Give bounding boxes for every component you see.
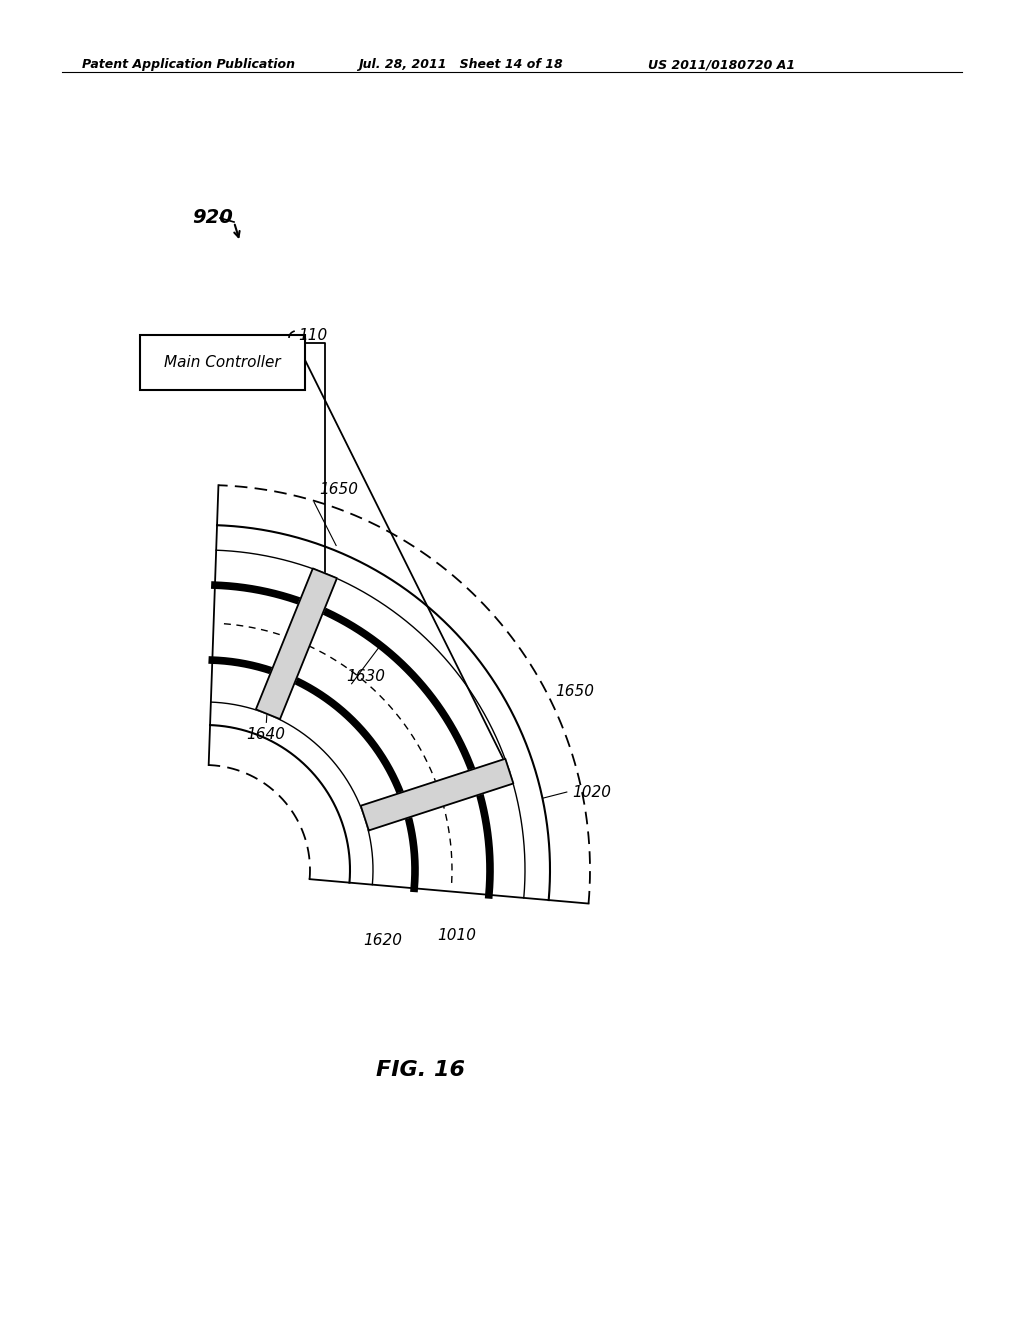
Text: US 2011/0180720 A1: US 2011/0180720 A1 <box>648 58 795 71</box>
Text: 1020: 1020 <box>571 784 610 800</box>
Text: 1620: 1620 <box>364 933 402 948</box>
Text: 1650: 1650 <box>319 482 358 498</box>
Text: FIG. 16: FIG. 16 <box>376 1060 465 1080</box>
Text: 110: 110 <box>298 327 328 343</box>
Text: Patent Application Publication: Patent Application Publication <box>82 58 295 71</box>
Text: Jul. 28, 2011   Sheet 14 of 18: Jul. 28, 2011 Sheet 14 of 18 <box>358 58 563 71</box>
Text: 1010: 1010 <box>437 928 476 944</box>
Bar <box>140 335 305 389</box>
Text: 1650: 1650 <box>556 684 595 700</box>
Polygon shape <box>360 759 513 830</box>
Text: 920: 920 <box>193 209 232 227</box>
Polygon shape <box>256 569 337 719</box>
Text: Main Controller: Main Controller <box>164 355 281 370</box>
Text: 1630: 1630 <box>346 669 386 684</box>
Text: 1640: 1640 <box>247 727 286 742</box>
